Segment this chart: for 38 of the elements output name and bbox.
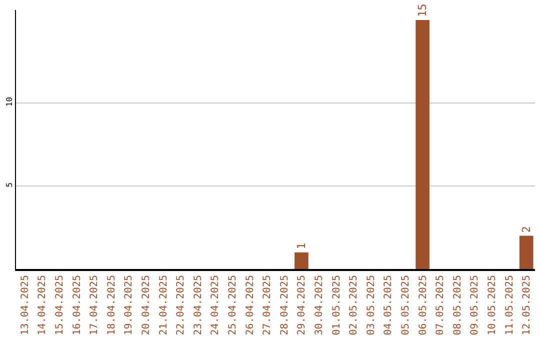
x-tick-label: 23.04.2025 (192, 275, 204, 336)
x-tick-label: 18.04.2025 (106, 275, 118, 336)
bar (416, 20, 430, 269)
x-tick-label: 02.05.2025 (348, 275, 360, 336)
x-tick-label: 08.05.2025 (452, 275, 464, 336)
x-tick-label: 12.05.2025 (522, 275, 533, 336)
x-tick-label: 25.04.2025 (228, 275, 238, 336)
data-label: 2 (520, 226, 533, 233)
x-tick-label: 26.04.2025 (244, 275, 256, 336)
x-tick-label: 29.04.2025 (296, 275, 308, 336)
x-tick-label: 09.05.2025 (470, 275, 481, 336)
x-tick-label: 15.04.2025 (54, 275, 66, 336)
x-tick-label: 04.05.2025 (383, 275, 394, 336)
x-tick-label: 14.04.2025 (37, 275, 48, 336)
data-label: 1 (294, 242, 308, 250)
x-tick-label: 07.05.2025 (435, 275, 446, 336)
data-label: 15 (416, 4, 430, 17)
bar (294, 252, 308, 269)
x-tick-label: 11.05.2025 (504, 275, 516, 336)
x-tick-label: 06.05.2025 (418, 275, 429, 336)
x-tick-label: 17.04.2025 (89, 275, 100, 336)
x-tick-label: 16.04.2025 (72, 275, 83, 336)
x-tick-label: 10.05.2025 (487, 275, 498, 336)
x-tick-label: 20.04.2025 (141, 275, 152, 336)
x-tick-label: 24.04.2025 (210, 275, 222, 336)
x-tick-label: 05.05.2025 (400, 275, 412, 336)
x-tick-label: 22.04.2025 (176, 275, 187, 336)
x-tick-label: 13.04.2025 (20, 275, 31, 336)
x-tick-label: 30.04.2025 (314, 275, 325, 336)
x-tick-label: 28.04.2025 (279, 275, 290, 336)
y-tick-label: 5 (4, 182, 14, 188)
bar (519, 236, 534, 269)
x-tick-label: 21.04.2025 (158, 275, 170, 336)
x-tick-label: 19.04.2025 (124, 275, 135, 336)
x-tick-label: 01.05.2025 (331, 275, 342, 336)
y-tick-label: 10 (4, 96, 14, 107)
x-tick-label: 03.05.2025 (366, 275, 377, 336)
x-tick-label: 27.04.2025 (262, 275, 274, 336)
